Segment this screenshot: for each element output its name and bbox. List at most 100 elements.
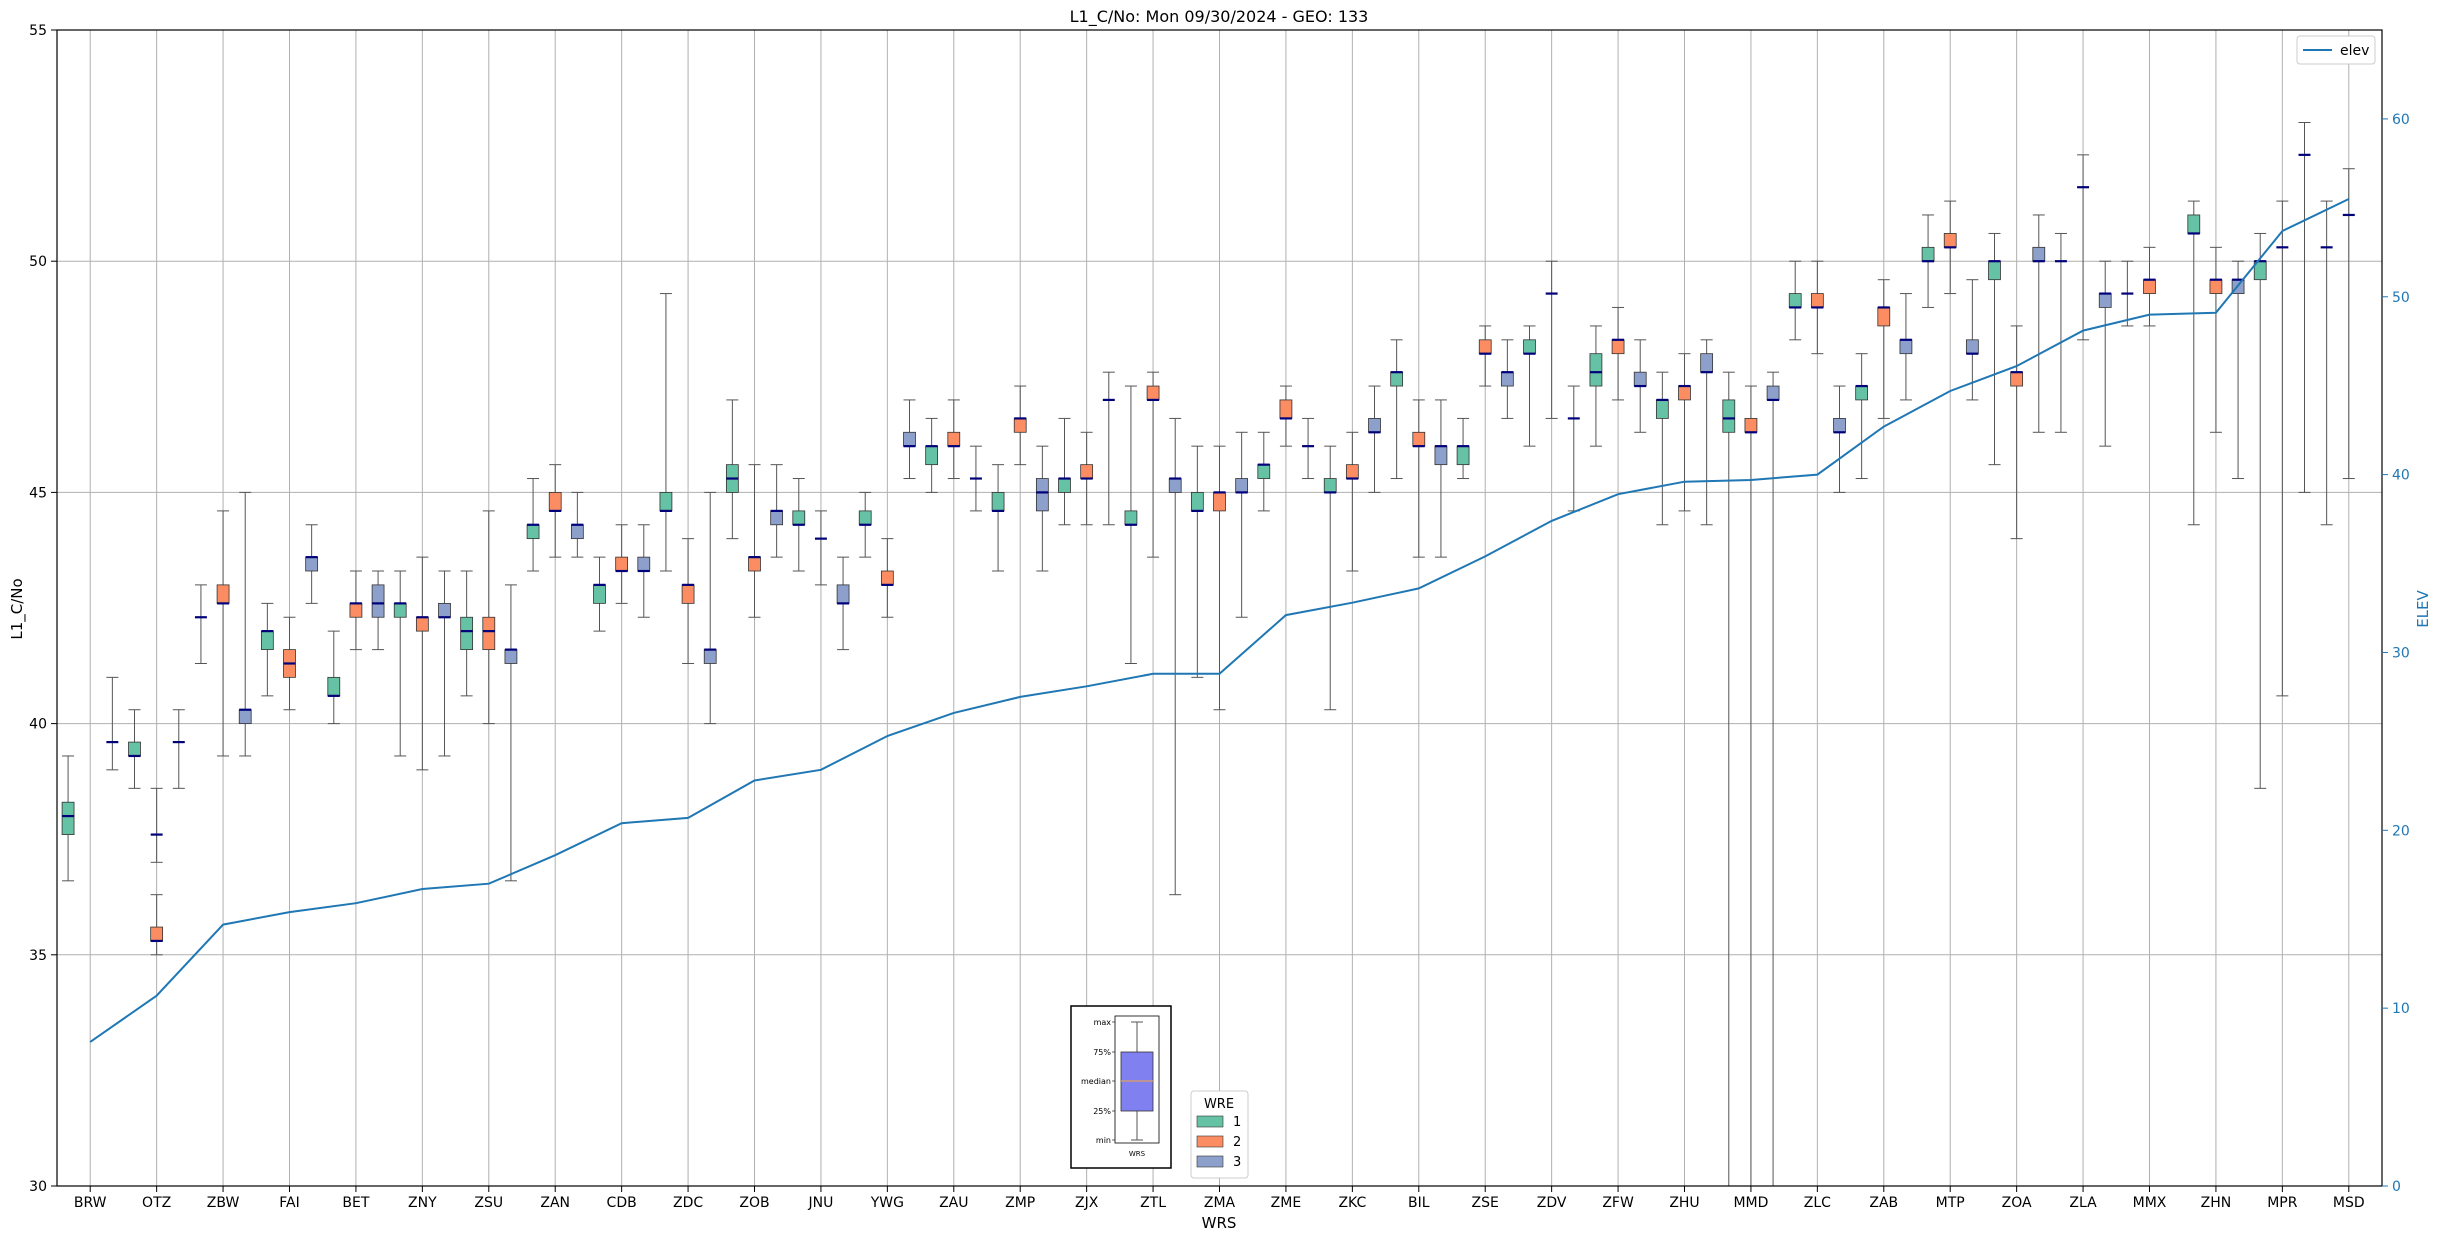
box-MMD-wre1 [1722,371,1736,1187]
box-CDB-wre1 [593,556,606,632]
box-ZNY-wre3 [438,570,451,757]
box-MTP-wre2 [1943,200,1957,295]
x-tick-label: BRW [74,1195,107,1211]
box-body [681,584,695,604]
box-body [1921,246,1935,262]
box-ZME-wre3 [1302,417,1315,480]
box-ZHU-wre3 [1700,339,1714,526]
y2-axis-label: ELEV [2414,589,2432,627]
box-body [216,584,230,604]
box-BET-wre1 [327,630,341,725]
x-tick-label: ZMA [1204,1195,1236,1211]
box-body [1124,510,1138,526]
box-body [1013,418,1027,433]
box-ZLA-wre1 [2054,232,2067,433]
x-tick-label: MSD [2333,1195,2365,1211]
box-BET-wre3 [371,570,385,651]
box-ZHN-wre3 [2231,260,2245,480]
box-ZME-wre1 [1257,431,1271,512]
box-ZNY-wre1 [393,570,407,757]
legend-swatch [1196,1135,1224,1148]
box-ZDV-wre3 [1567,385,1580,512]
box-BIL-wre2 [1412,399,1426,558]
box-FAI-wre2 [283,616,296,711]
box-body [349,602,363,618]
box-ZLC-wre1 [1788,260,1802,341]
box-ZHN-wre2 [2209,246,2223,433]
box-body [570,524,584,540]
box-ZAN-wre2 [548,464,562,558]
box-ZAN-wre1 [526,478,540,572]
chart-title: L1_C/No: Mon 09/30/2024 - GEO: 133 [1070,7,1369,27]
box-body [238,709,252,725]
box-JNU-wre1 [792,478,806,572]
box-body [1855,385,1869,401]
box-ZTL-wre2 [1146,371,1160,558]
box-body [2032,246,2046,262]
y-tick-label: 50 [29,254,47,270]
box-body [991,491,1005,512]
y2-tick-label: 10 [2392,1001,2410,1017]
box-body [1456,445,1470,466]
box-body [438,602,451,618]
box-ZAB-wre1 [1855,353,1869,480]
box-ZTL-wre1 [1124,385,1138,664]
box-body [1833,418,1846,433]
box-FAI-wre1 [260,602,274,697]
box-ZAU-wre2 [947,399,961,480]
box-ZLC-wre3 [1833,385,1846,493]
inset-xlabel: WRS [1129,1150,1146,1158]
box-JNU-wre2 [814,510,827,586]
box-body [393,602,407,618]
box-YWG-wre2 [880,538,894,618]
box-body [1788,293,1802,308]
inset-label: median [1081,1077,1111,1086]
x-tick-label: MPR [2267,1195,2298,1211]
legend-frame [2296,35,2376,65]
box-body [482,616,496,651]
x-tick-label: OTZ [142,1195,171,1211]
box-ZOA-wre3 [2032,214,2046,433]
box-body [260,630,274,651]
box-body [880,570,894,586]
box-CDB-wre2 [615,524,629,604]
box-body [1611,339,1625,355]
box-body [858,510,872,526]
box-body [61,801,75,835]
box-body [770,510,784,526]
box-OTZ-wre2 [150,894,164,956]
box-body [1168,478,1182,493]
legend-title: WRE [1204,1097,1234,1112]
box-ZKC-wre1 [1323,445,1337,711]
box-body [748,556,761,572]
box-body [2010,371,2024,387]
box-ZMA-wre3 [1235,431,1249,618]
box-key-inset: max 75% median 25% min WRS [1070,1005,1172,1169]
x-tick-label: ZFW [1602,1195,1634,1211]
box-body [548,491,562,512]
box-MPR-wre2 [2276,200,2289,697]
box-ZFW-wre3 [1633,339,1647,433]
x-tick-label: ZSE [1472,1195,1499,1211]
box-YWG-wre3 [903,399,916,480]
x-tick-label: ZLA [2069,1195,2097,1211]
box-body [1965,339,1979,355]
x-tick-label: ZOB [739,1195,769,1211]
box-body [637,556,651,572]
legend-entry-label: 2 [1233,1135,1241,1150]
box-ZMP-wre2 [1013,385,1027,466]
box-body [2209,279,2223,294]
box-ZLA-wre3 [2098,260,2112,447]
x-tick-label: ZHU [1669,1195,1699,1211]
box-body [460,616,474,651]
y2-tick-label: 20 [2392,823,2410,839]
box-body [1766,385,1780,401]
box-body [1744,418,1758,433]
y-tick-label: 45 [29,485,47,501]
box-body [526,524,540,540]
box-MTP-wre1 [1921,214,1935,308]
box-ZDC-wre1 [659,293,673,572]
axes: BRW OTZ ZBW FAI BET ZNY ZSU ZAN CDB ZDC ZOB JNU YWG Z… [29,23,2410,1211]
box-YWG-wre1 [858,491,872,558]
box-body [925,445,939,466]
